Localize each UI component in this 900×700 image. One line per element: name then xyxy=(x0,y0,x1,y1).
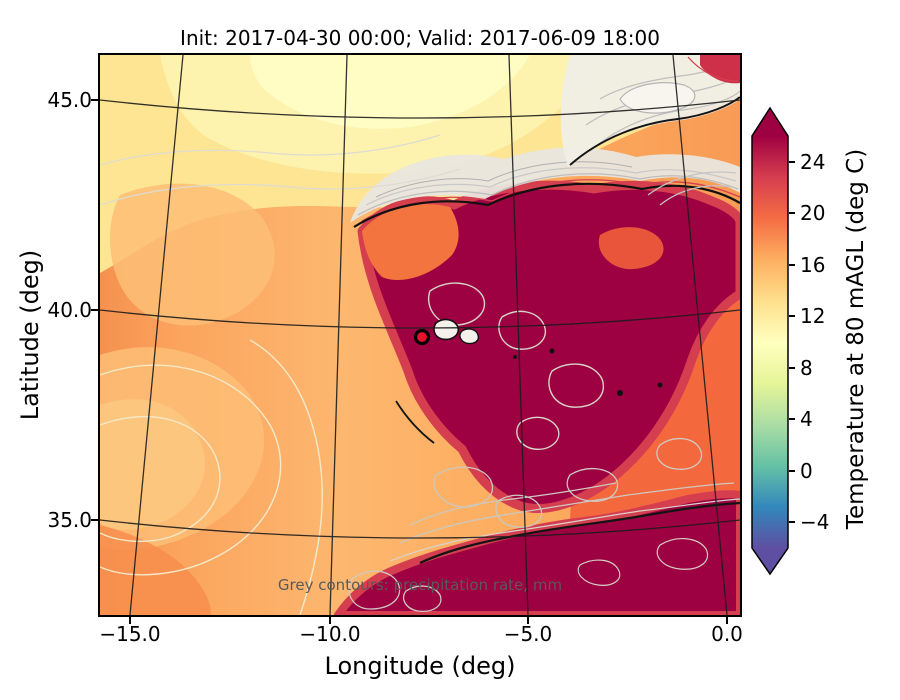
y-tick-45: 45.0 xyxy=(47,88,92,112)
graticule xyxy=(99,54,741,616)
colorbar-tickmark xyxy=(789,418,795,420)
cbar-tick-8: 8 xyxy=(800,356,813,380)
meridian--10 xyxy=(329,54,348,616)
map-plot-area: Grey contours: precipitation rate, mm xyxy=(98,53,745,619)
parallel-35 xyxy=(99,519,741,539)
site-marker xyxy=(413,328,431,346)
colorbar-gradient xyxy=(751,106,789,576)
meridian--15 xyxy=(129,54,184,616)
colorbar-tickmark xyxy=(789,470,795,472)
parallel-40 xyxy=(99,309,741,329)
y-axis-label: Latitude (deg) xyxy=(16,249,44,421)
cbar-tick-4: 4 xyxy=(800,407,813,431)
cbar-tick-16: 16 xyxy=(800,253,826,277)
x-tick--5: −5.0 xyxy=(503,622,553,646)
colorbar-tickmark xyxy=(789,161,795,163)
x-tickmark xyxy=(726,617,728,624)
cbar-tick-12: 12 xyxy=(800,304,826,328)
colorbar-label: Temperature at 80 mAGL (deg C) xyxy=(843,148,869,530)
colorbar-tickmark xyxy=(789,264,795,266)
x-axis-label: Longitude (deg) xyxy=(324,652,516,680)
colorbar-tickmark xyxy=(789,315,795,317)
meridian--5 xyxy=(508,54,529,616)
colorbar-tickmark xyxy=(789,521,795,523)
y-tickmark xyxy=(91,99,98,101)
map-annotation: Grey contours: precipitation rate, mm xyxy=(277,576,563,594)
colorbar-tickmark xyxy=(789,367,795,369)
cbar-tick--4: −4 xyxy=(800,510,830,534)
meridian-0 xyxy=(672,54,728,616)
y-tick-40: 40.0 xyxy=(47,298,92,322)
x-tickmark xyxy=(527,617,529,624)
y-tickmark xyxy=(91,519,98,521)
y-tickmark xyxy=(91,309,98,311)
temperature-map xyxy=(99,54,745,619)
x-tick-0: 0.0 xyxy=(711,622,743,646)
y-tick-35: 35.0 xyxy=(47,508,92,532)
galicia-cooler-patch xyxy=(362,204,459,281)
cbar-tick-0: 0 xyxy=(800,459,813,483)
cbar-tick-24: 24 xyxy=(800,150,826,174)
x-tick--10: −10.0 xyxy=(299,622,361,646)
cbar-tick-20: 20 xyxy=(800,201,826,225)
x-tick--15: −15.0 xyxy=(99,622,161,646)
precipitation-contours xyxy=(99,55,741,616)
plot-title: Init: 2017-04-30 00:00; Valid: 2017-06-0… xyxy=(180,26,660,50)
colorbar-tickmark xyxy=(789,212,795,214)
x-tickmark xyxy=(129,617,131,624)
parallel-45 xyxy=(99,99,741,119)
colorbar xyxy=(751,106,789,576)
x-tickmark xyxy=(329,617,331,624)
